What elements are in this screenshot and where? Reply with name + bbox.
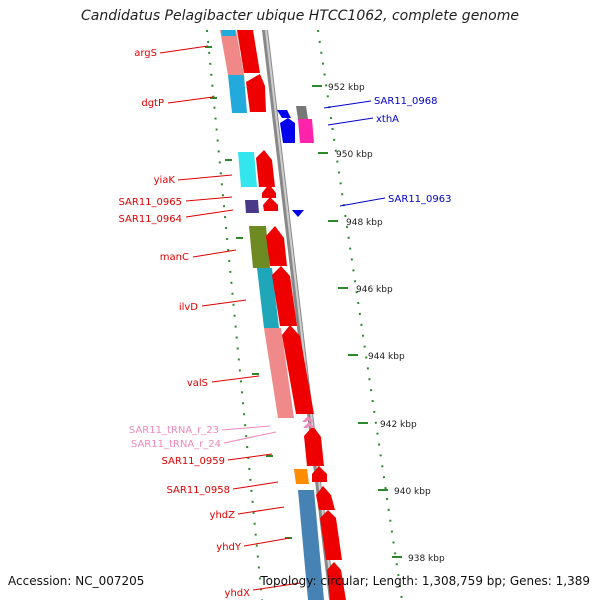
- gene-SAR11_0963-arrow: [292, 210, 304, 217]
- gene-SAR11_0958-arrow: [312, 466, 327, 482]
- right-track-genes: [277, 106, 314, 217]
- scale-ticks: 952 kbp 950 kbp 948 kbp 946 kbp 944 kbp …: [312, 83, 445, 564]
- gene-label-SAR11_0959: SAR11_0959: [162, 456, 226, 467]
- gene-SAR11_0968-arrow: [277, 110, 291, 118]
- tick-label: 938 kbp: [408, 554, 445, 564]
- tick-label: 940 kbp: [394, 487, 431, 497]
- tRNA-chevron: [303, 422, 315, 428]
- tick-label: 946 kbp: [356, 285, 393, 295]
- gene-label-argS: argS: [134, 48, 157, 59]
- gene-SAR11_0965-arrow: [262, 184, 276, 198]
- gene-label-dgtP: dgtP: [141, 98, 164, 109]
- gene-label-manC: manC: [160, 252, 189, 263]
- gene-segment: [221, 30, 236, 36]
- label-connector: [327, 117, 374, 126]
- gene-label-SAR11_0958: SAR11_0958: [167, 485, 231, 496]
- label-connector: [185, 209, 234, 218]
- gene-argS-block: [220, 30, 244, 75]
- label-connector: [185, 196, 233, 202]
- gene-label-yhdZ: yhdZ: [210, 510, 236, 521]
- gene-yhdZ-block: [298, 490, 324, 600]
- gene-xthA-arrow: [280, 118, 295, 143]
- tick-label: 948 kbp: [346, 218, 383, 228]
- label-connector: [323, 100, 372, 109]
- gene-label-SAR11_0963: SAR11_0963: [388, 194, 452, 205]
- genome-summary-text: Topology: circular; Length: 1,308,759 bp…: [260, 574, 590, 588]
- label-connector: [252, 582, 301, 591]
- gene-SAR11_0964-arrow: [263, 197, 278, 211]
- gene-dgtP-arrow: [246, 74, 266, 112]
- gene-valS-block: [264, 328, 294, 418]
- gene-label-yiaK: yiaK: [154, 175, 176, 186]
- gene-label-yhdY: yhdY: [216, 542, 242, 553]
- left-labels: argS dgtP yiaK SAR11_0965 SAR11_0964 man…: [119, 45, 301, 599]
- gene-yhdZ-arrow: [316, 486, 335, 510]
- gene-SAR11_0968-block: [296, 106, 308, 119]
- gene-yiaK-arrow: [256, 150, 275, 187]
- label-connector: [232, 481, 279, 490]
- tRNA-chevron: [302, 416, 314, 422]
- gene-label-yhdX: yhdX: [225, 588, 251, 599]
- gene-xthA-block: [298, 119, 314, 143]
- gene-label-SAR11_0964: SAR11_0964: [119, 214, 183, 225]
- label-connector: [177, 174, 233, 181]
- label-connector: [237, 506, 285, 515]
- tick-label: 950 kbp: [336, 150, 373, 160]
- gene-argS-arrow: [237, 30, 260, 73]
- gene-label-SAR11_0965: SAR11_0965: [119, 197, 183, 208]
- gene-ilvD-arrow: [272, 266, 297, 326]
- gene-yiaK-block: [238, 152, 257, 187]
- label-connector: [167, 96, 214, 104]
- left-track-genes: [220, 30, 346, 600]
- gene-label-SAR11_tRNA_r_23: SAR11_tRNA_r_23: [129, 425, 219, 436]
- label-connector: [227, 453, 273, 461]
- gene-manC-arrow: [266, 226, 287, 266]
- label-connector: [192, 249, 237, 258]
- label-connector: [223, 431, 277, 444]
- gene-yhdY-arrow: [320, 510, 342, 560]
- gene-label-SAR11_0968: SAR11_0968: [374, 96, 438, 107]
- inner-tick-marks: [205, 46, 292, 539]
- label-connector: [339, 197, 386, 207]
- gene-SAR11_0964-block: [245, 200, 259, 213]
- label-connector: [201, 299, 247, 307]
- tick-label: 952 kbp: [328, 83, 365, 93]
- gene-label-xthA: xthA: [376, 114, 399, 125]
- right-labels: SAR11_0968 xthA SAR11_0963: [323, 96, 452, 207]
- label-connector: [221, 425, 271, 431]
- inner-dotted-guide: [206, 29, 263, 600]
- gene-label-ilvD: ilvD: [179, 302, 198, 313]
- accession-text: Accession: NC_007205: [8, 574, 145, 588]
- label-connector: [211, 375, 260, 383]
- tick-label: 944 kbp: [368, 352, 405, 362]
- gene-SAR11_0959-arrow: [304, 426, 324, 466]
- genome-title: Candidatus Pelagibacter ubique HTCC1062,…: [80, 8, 519, 24]
- label-connector: [159, 45, 209, 54]
- gene-manC-block: [249, 226, 270, 268]
- tick-label: 942 kbp: [380, 420, 417, 430]
- gene-valS-arrow: [282, 325, 314, 414]
- gene-dgtP-block: [228, 75, 247, 113]
- gene-yhdX-arrow: [327, 562, 346, 600]
- gene-SAR11_0958-block: [294, 469, 309, 484]
- gene-label-valS: valS: [187, 378, 208, 389]
- label-connector: [243, 537, 291, 547]
- gene-label-SAR11_tRNA_r_24: SAR11_tRNA_r_24: [131, 439, 221, 450]
